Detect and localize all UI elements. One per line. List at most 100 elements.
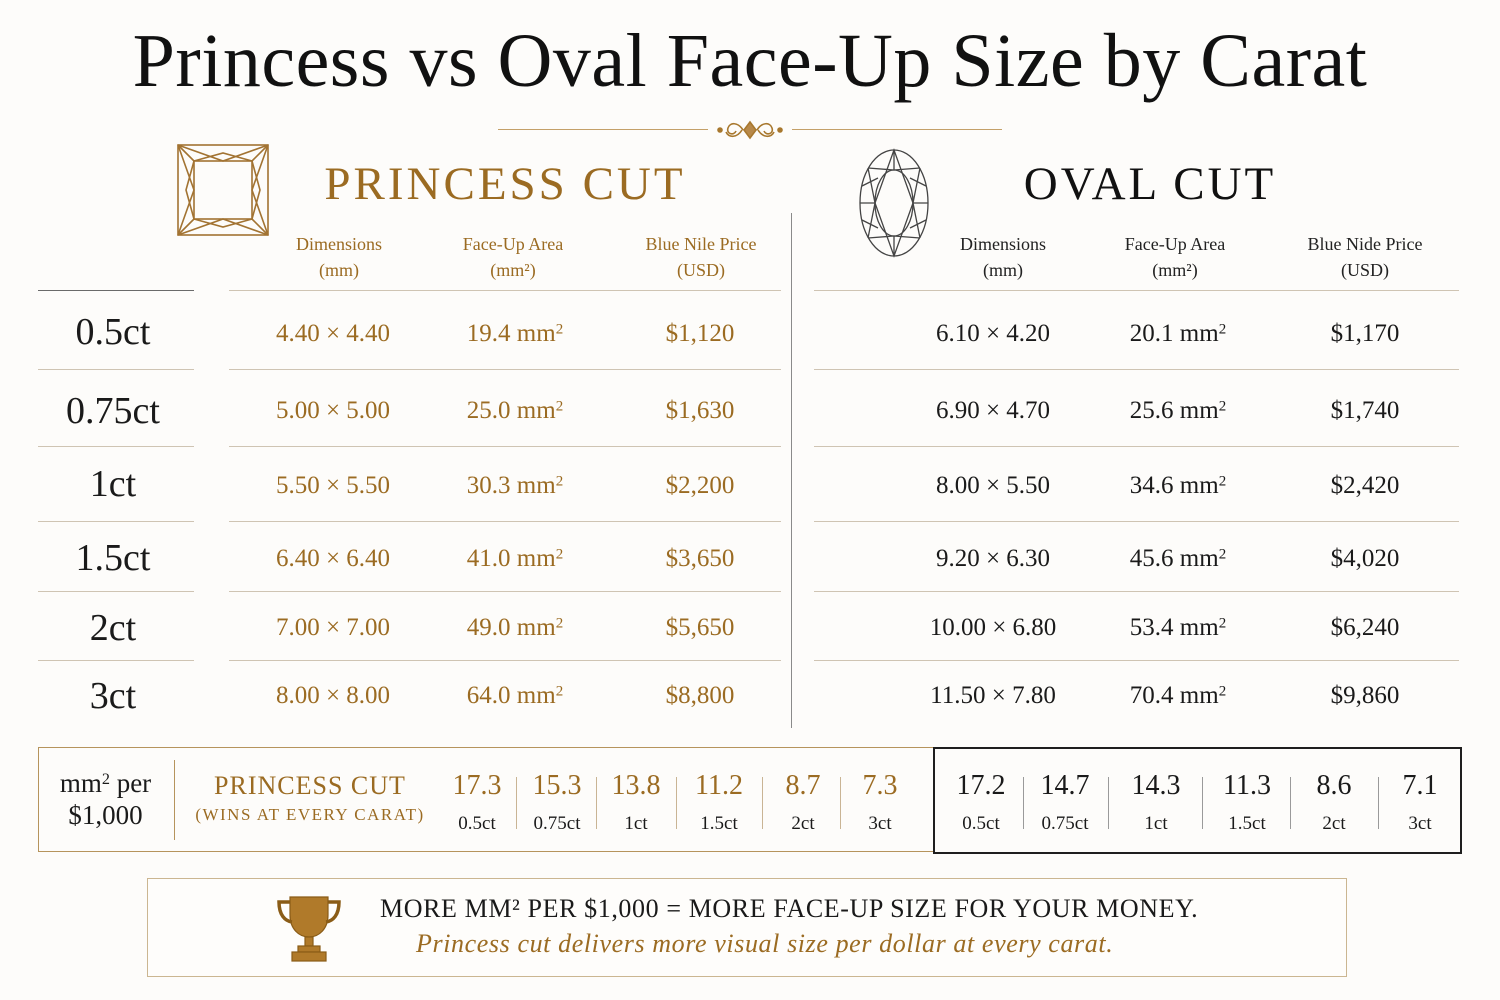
princess-dimensions: 7.00 × 7.00	[275, 614, 391, 641]
row-rule	[38, 591, 194, 592]
row-rule	[229, 591, 781, 592]
ratio-divider	[1378, 777, 1379, 829]
princess-price: $8,800	[665, 682, 735, 709]
oval-area: 70.4 mm2	[1129, 682, 1227, 709]
princess-price: $5,650	[665, 614, 735, 641]
oval-ratio-carat: 0.75ct	[1041, 813, 1089, 834]
oval-dimensions: 10.00 × 6.80	[929, 614, 1057, 641]
princess-header-area: Face-Up Area (mm²)	[462, 234, 564, 280]
carat-label: 3ct	[89, 675, 137, 717]
princess-price: $1,630	[665, 397, 735, 424]
ornament-rule-right	[792, 129, 1002, 130]
princess-price: $3,650	[665, 545, 735, 572]
princess-ratio-value: 11.2	[695, 770, 743, 801]
princess-ratio-value: 8.7	[785, 770, 821, 801]
princess-ratio-value: 13.8	[611, 770, 661, 801]
princess-dimensions: 8.00 × 8.00	[275, 682, 391, 709]
oval-header-dimensions: Dimensions (mm)	[959, 234, 1046, 280]
oval-ratio-carat: 3ct	[1408, 813, 1432, 834]
princess-area: 25.0 mm2	[466, 397, 564, 424]
oval-ratio-value: 11.3	[1223, 770, 1271, 801]
row-rule	[229, 521, 781, 522]
oval-ratio-carat: 0.5ct	[962, 813, 1000, 834]
oval-price: $2,420	[1330, 472, 1400, 499]
oval-heading: OVAL CUT	[1023, 158, 1277, 210]
oval-dimensions: 8.00 × 5.50	[935, 472, 1051, 499]
princess-area: 41.0 mm2	[466, 545, 564, 572]
princess-ratio-value: 7.3	[862, 770, 898, 801]
flourish-icon	[717, 120, 783, 140]
oval-ratio-value: 14.7	[1040, 770, 1090, 801]
princess-ratio-carat: 3ct	[868, 813, 892, 834]
ratio-divider	[1290, 777, 1291, 829]
row-rule	[814, 521, 1459, 522]
princess-dimensions: 4.40 × 4.40	[275, 320, 391, 347]
winner-note: (WINS AT EVERY CARAT)	[195, 805, 425, 824]
princess-ratio-carat: 2ct	[791, 813, 815, 834]
oval-ratio-value: 8.6	[1316, 770, 1352, 801]
oval-ratio-value: 14.3	[1131, 770, 1181, 801]
princess-dimensions: 5.00 × 5.00	[275, 397, 391, 424]
banner-subline: Princess cut delivers more visual size p…	[416, 929, 1114, 958]
princess-ratio-value: 15.3	[532, 770, 582, 801]
oval-ratio-panel	[933, 747, 1462, 854]
ratio-divider	[1108, 777, 1109, 829]
carat-label: 0.75ct	[66, 390, 160, 432]
ratio-divider	[676, 777, 677, 829]
oval-dimensions: 6.90 × 4.70	[935, 397, 1051, 424]
oval-area: 25.6 mm2	[1129, 397, 1227, 424]
row-rule	[38, 369, 194, 370]
ratio-label-divider	[174, 760, 175, 840]
ratio-divider	[1202, 777, 1203, 829]
princess-header-rule	[229, 290, 781, 291]
oval-area: 20.1 mm2	[1129, 320, 1227, 347]
carat-label: 1ct	[89, 463, 137, 505]
oval-price: $6,240	[1330, 614, 1400, 641]
carat-header-rule	[38, 290, 194, 291]
princess-ratio-carat: 0.75ct	[533, 813, 581, 834]
oval-dimensions: 6.10 × 4.20	[935, 320, 1051, 347]
oval-area: 53.4 mm2	[1129, 614, 1227, 641]
row-rule	[229, 660, 781, 661]
princess-dimensions: 6.40 × 6.40	[275, 545, 391, 572]
page-title: Princess vs Oval Face-Up Size by Carat	[132, 19, 1368, 103]
ornament-rule-left	[498, 129, 708, 130]
oval-price: $1,740	[1330, 397, 1400, 424]
oval-diamond-icon	[859, 148, 929, 258]
row-rule	[38, 446, 194, 447]
oval-price: $4,020	[1330, 545, 1400, 572]
row-rule	[229, 446, 781, 447]
ratio-divider	[516, 777, 517, 829]
princess-area: 19.4 mm2	[466, 320, 564, 347]
conclusion-banner	[147, 878, 1347, 977]
princess-price: $1,120	[665, 320, 735, 347]
oval-ratio-carat: 1.5ct	[1228, 813, 1266, 834]
princess-header-dimensions: Dimensions (mm)	[295, 234, 382, 280]
princess-area: 64.0 mm2	[466, 682, 564, 709]
princess-area: 49.0 mm2	[466, 614, 564, 641]
row-rule	[229, 369, 781, 370]
princess-dimensions: 5.50 × 5.50	[275, 472, 391, 499]
row-rule	[38, 660, 194, 661]
winner-label: PRINCESS CUT	[214, 771, 406, 800]
carat-label: 2ct	[89, 607, 137, 649]
ratio-divider	[762, 777, 763, 829]
row-rule	[814, 660, 1459, 661]
banner-headline: MORE MM² PER $1,000 = MORE FACE-UP SIZE …	[380, 894, 1199, 923]
oval-price: $1,170	[1330, 320, 1400, 347]
row-rule	[814, 591, 1459, 592]
oval-ratio-value: 7.1	[1402, 770, 1438, 801]
oval-dimensions: 9.20 × 6.30	[935, 545, 1051, 572]
row-rule	[38, 521, 194, 522]
princess-ratio-carat: 1ct	[624, 813, 648, 834]
oval-ratio-value: 17.2	[956, 770, 1006, 801]
princess-ratio-carat: 0.5ct	[458, 813, 496, 834]
princess-area: 30.3 mm2	[466, 472, 564, 499]
ratio-divider	[1023, 777, 1024, 829]
oval-area: 45.6 mm2	[1129, 545, 1227, 572]
ratio-divider	[596, 777, 597, 829]
princess-heading: PRINCESS CUT	[324, 158, 686, 210]
princess-ratio-value: 17.3	[452, 770, 502, 801]
oval-area: 34.6 mm2	[1129, 472, 1227, 499]
princess-ratio-carat: 1.5ct	[700, 813, 738, 834]
